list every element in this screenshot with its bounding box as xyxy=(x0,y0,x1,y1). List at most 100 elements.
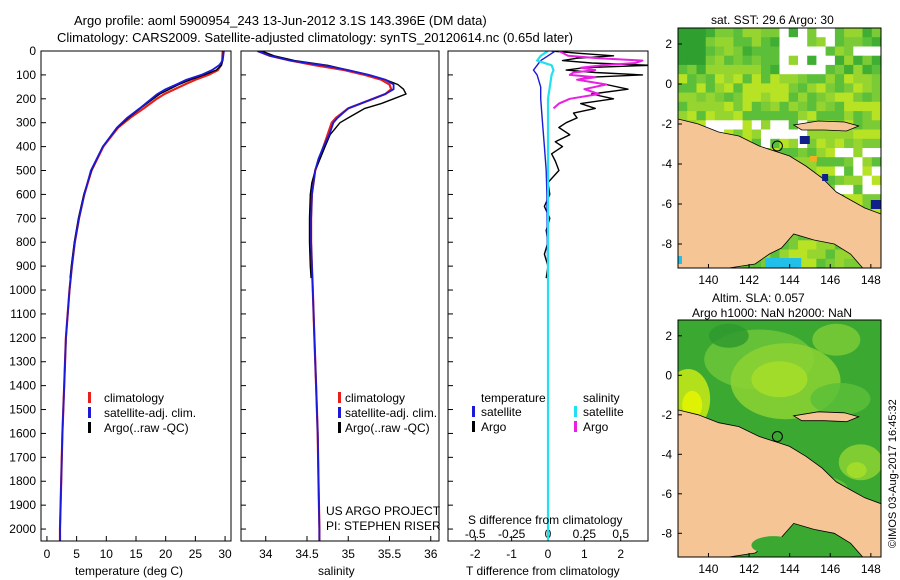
cold-cell xyxy=(799,136,810,144)
sst-cell xyxy=(798,157,808,167)
sal-xlabel: salinity xyxy=(318,564,355,578)
sst-cell xyxy=(862,120,873,130)
sst-cell xyxy=(770,37,780,47)
sst-cell xyxy=(770,120,780,130)
sst-cell xyxy=(862,129,873,140)
sst-cell xyxy=(862,46,873,57)
temp-xtick-label: 25 xyxy=(189,547,203,561)
temp-legend: climatology satellite-adj. clim. Argo(..… xyxy=(88,391,196,435)
sst-cell xyxy=(816,157,827,167)
sst-cell xyxy=(844,111,854,121)
sst-cell xyxy=(798,258,808,268)
sst-cell xyxy=(761,55,771,66)
sst-cell xyxy=(807,258,817,268)
sst-cell xyxy=(798,74,808,84)
temp-xtick-labels: 0 5 10 15 20 25 30 xyxy=(44,536,232,561)
sst-cell xyxy=(788,240,799,250)
sst-cell xyxy=(816,129,827,140)
sst-cell xyxy=(853,46,863,57)
sst-cell xyxy=(779,83,790,94)
sst-cell xyxy=(825,249,836,260)
sst-cell xyxy=(807,129,817,140)
temp-ytick-label: 200 xyxy=(16,92,36,106)
sst-cell xyxy=(724,64,734,75)
sst-cell xyxy=(687,92,697,103)
sst-cell xyxy=(844,148,854,158)
sst-cell xyxy=(779,138,790,149)
sal-xtick-label: 34.5 xyxy=(295,547,319,561)
sst-cell xyxy=(779,28,790,38)
sst-cell xyxy=(733,55,744,66)
legend-label-argo: Argo(..raw -QC) xyxy=(104,421,189,435)
sst-cell xyxy=(871,64,881,75)
sst-cell xyxy=(816,249,827,260)
sal-legend: climatology satellite-adj. clim. Argo(..… xyxy=(338,391,437,435)
sst-cell xyxy=(714,83,725,94)
sla-map-field xyxy=(678,320,881,557)
sst-cell xyxy=(687,83,697,94)
sst-cell xyxy=(816,55,827,66)
sst-cell xyxy=(733,101,744,112)
sst-cell xyxy=(825,74,836,84)
sst-cell xyxy=(807,28,817,38)
cold-cell xyxy=(870,200,881,209)
sst-cell xyxy=(779,92,790,103)
sst-cell xyxy=(844,46,854,57)
sst-cell xyxy=(788,249,799,260)
sst-cell xyxy=(825,258,836,268)
sst-cell xyxy=(825,166,836,177)
temp-ytick-label: 300 xyxy=(16,116,36,130)
sst-cell xyxy=(770,249,780,260)
sst-cell xyxy=(825,157,836,167)
sst-cell xyxy=(807,138,817,149)
legend-swatch-s-satellite xyxy=(574,406,577,417)
salinity-panel: 34 34.5 35 35.5 36 salinity climatology sate… xyxy=(240,50,441,578)
sst-cell xyxy=(862,64,873,75)
sst-cell xyxy=(871,92,881,103)
sst-cell xyxy=(853,83,863,94)
s-diff-label: S difference from climatology xyxy=(468,513,623,527)
sst-cell xyxy=(816,64,827,75)
temp-xtick-label: 10 xyxy=(100,547,114,561)
sst-cell xyxy=(742,83,753,94)
legend-swatch-s-argo xyxy=(574,421,577,432)
sst-cell xyxy=(751,101,762,112)
legend-salinity-title: salinity xyxy=(583,391,620,405)
legend-swatch-climatology xyxy=(88,392,91,403)
sst-cell xyxy=(798,28,808,38)
map-ytick-label: 0 xyxy=(665,368,672,382)
project-annotation: US ARGO PROJECT xyxy=(326,504,441,518)
map-xtick-label: 146 xyxy=(820,562,840,576)
sst-cell xyxy=(678,46,688,57)
diff-t-satellite-line xyxy=(532,51,556,541)
sst-cell xyxy=(807,148,817,158)
sla-map-title: Altim. SLA: 0.057 xyxy=(712,291,805,305)
sst-cell xyxy=(733,111,744,121)
sst-cell xyxy=(825,138,836,149)
sst-cell xyxy=(733,28,744,38)
sst-cell xyxy=(770,55,780,66)
sst-cell xyxy=(788,111,799,121)
sst-cell xyxy=(724,37,734,47)
sst-cell xyxy=(770,111,780,121)
sst-cell xyxy=(788,46,799,57)
sst-cell xyxy=(705,55,716,66)
sst-cell xyxy=(853,157,863,167)
sst-cell xyxy=(844,55,854,66)
sst-cell xyxy=(724,120,734,130)
sst-cell xyxy=(853,194,863,204)
legend-swatch-t-satellite xyxy=(472,406,475,417)
sst-cell xyxy=(714,55,725,66)
sst-cell xyxy=(742,37,753,47)
sst-cell xyxy=(770,83,780,94)
sst-cell xyxy=(733,129,744,140)
sst-cell xyxy=(742,120,753,130)
temp-xtick-label: 30 xyxy=(218,547,232,561)
sst-cell xyxy=(770,92,780,103)
sst-cell xyxy=(844,129,854,140)
sla-anomaly-blob xyxy=(708,323,749,348)
sst-cell xyxy=(779,46,790,57)
legend-swatch-satellite xyxy=(338,407,341,418)
sla-map-xticks: 140 142 144 146 148 xyxy=(698,553,881,576)
island xyxy=(792,411,860,423)
